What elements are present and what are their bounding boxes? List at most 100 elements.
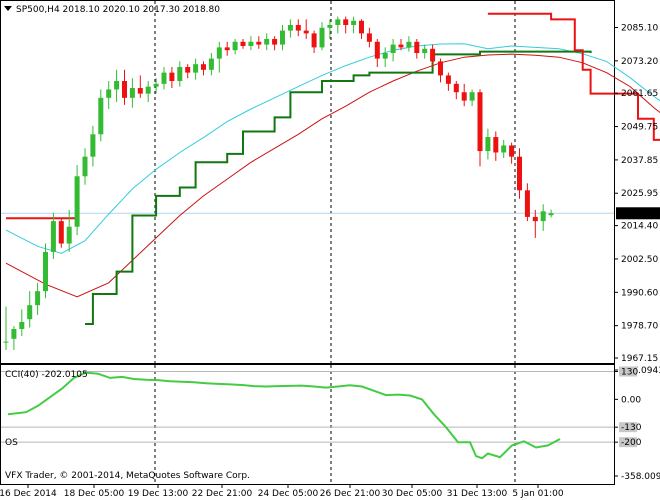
bull-candle[interactable] [264,33,270,51]
bear-candle[interactable] [445,72,451,91]
bear-candle[interactable] [509,142,515,164]
bull-candle[interactable] [501,139,507,159]
time-tick-label: 19 Dec 13:00 [128,489,189,499]
bear-candle[interactable] [201,61,206,76]
bear-candle[interactable] [343,16,349,34]
slow-moving-average-line [5,53,660,298]
bear-candle[interactable] [256,36,262,49]
bear-candle[interactable] [430,44,436,68]
candlesticks[interactable] [3,16,554,351]
bear-candle[interactable] [303,19,309,39]
bull-candle[interactable] [177,61,183,87]
bear-candle[interactable] [240,38,246,49]
bear-candle[interactable] [398,38,404,51]
bull-candle[interactable] [540,204,546,231]
candle-body [35,291,41,306]
bear-candle[interactable] [438,58,443,83]
bear-candle[interactable] [295,19,301,37]
time-tick-label: 24 Dec 05:00 [258,489,319,499]
bear-candle[interactable] [453,81,459,100]
bear-candle[interactable] [414,38,420,59]
bull-candle[interactable] [3,306,9,351]
bull-candle[interactable] [469,89,475,107]
bear-candle[interactable] [311,30,317,53]
bull-candle[interactable] [382,47,388,68]
bull-candle[interactable] [114,69,120,103]
price-tick-label: 2002.50 [621,255,658,265]
bull-candle[interactable] [106,81,112,110]
bull-candle[interactable] [50,212,56,259]
bull-candle[interactable] [35,282,41,315]
candle-body [493,137,499,153]
bull-candle[interactable] [145,81,151,103]
bear-candle[interactable] [359,19,364,39]
bear-candle[interactable] [532,209,538,238]
bear-candle[interactable] [122,69,127,105]
bull-candle[interactable] [208,52,214,76]
candle-body [122,81,127,98]
cci-line-group [7,371,561,460]
cci-indicator-title: CCI(40) -202.0105 [5,370,88,380]
bull-candle[interactable] [82,148,88,185]
bull-candle[interactable] [390,38,396,62]
bear-candle[interactable] [185,64,191,79]
bull-candle[interactable] [280,24,285,51]
bear-candle[interactable] [366,27,372,48]
candle-body [272,38,278,45]
bull-candle[interactable] [43,243,48,299]
bull-candle[interactable] [248,36,254,51]
bull-candle[interactable] [74,165,80,236]
bull-candle[interactable] [11,326,17,351]
cci-line [7,371,561,460]
bull-candle[interactable] [129,78,135,108]
bull-candle[interactable] [335,16,341,34]
candle-body [359,20,364,34]
bull-candle[interactable] [319,22,325,51]
bull-candle[interactable] [548,209,554,218]
dropdown-triangle-icon[interactable] [4,6,12,11]
candle-body [153,83,159,87]
bull-candle[interactable] [287,19,293,38]
candle-body [264,38,270,45]
current-price-label: 2018.80 [620,209,657,219]
cci-level-lines [1,371,614,443]
title-group: SP500,H4 2018.10 2020.10 2017.30 2018.80 [4,5,220,15]
bull-candle[interactable] [90,125,96,167]
bull-candle[interactable] [351,16,357,34]
candle-body [185,67,191,73]
bear-candle[interactable] [224,41,230,56]
candle-body [177,67,183,82]
bear-candle[interactable] [517,148,522,199]
bull-candle[interactable] [422,44,428,59]
bull-candle[interactable] [193,58,199,80]
bear-candle[interactable] [493,131,499,161]
bull-candle[interactable] [485,128,491,160]
bull-candle[interactable] [98,89,104,142]
bear-candle[interactable] [477,89,483,167]
candle-body [256,41,262,45]
cci-tick-label: -130 [621,423,642,433]
bull-candle[interactable] [161,67,167,90]
price-tick-label: 2037.85 [621,156,658,166]
candle-body [303,30,309,34]
bull-candle[interactable] [19,309,25,337]
bear-candle[interactable] [374,38,380,68]
candle-body [311,33,317,48]
candle-body [453,83,459,93]
bull-candle[interactable] [406,36,412,52]
bear-candle[interactable] [58,218,64,248]
bear-candle[interactable] [169,67,175,89]
bear-candle[interactable] [272,36,278,51]
bear-candle[interactable] [524,183,530,222]
bull-candle[interactable] [232,38,238,55]
bull-candle[interactable] [327,19,333,39]
bull-candle[interactable] [153,78,159,94]
bear-candle[interactable] [137,75,143,98]
candle-body [145,86,151,94]
bull-candle[interactable] [216,41,222,73]
bull-candle[interactable] [66,209,72,252]
bull-candle[interactable] [27,291,33,328]
bear-candle[interactable] [461,83,467,107]
